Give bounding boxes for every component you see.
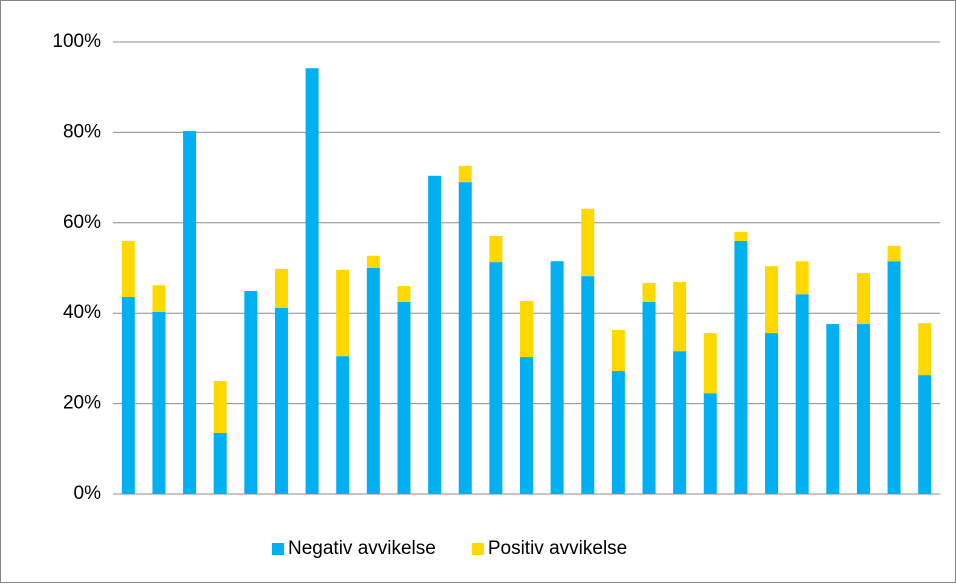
bar-segment xyxy=(366,255,380,268)
y-tick-label: 40% xyxy=(63,302,101,323)
bar-segment xyxy=(611,329,625,372)
bar-segment xyxy=(887,245,901,262)
bar-segment xyxy=(520,300,533,358)
bar-segment xyxy=(274,307,288,494)
bar-segment xyxy=(856,324,870,494)
bar-segment xyxy=(520,357,533,494)
y-tick-label: 80% xyxy=(63,121,101,142)
bar-segment xyxy=(887,261,901,494)
bar-segment xyxy=(642,282,656,302)
bar-segment xyxy=(703,333,717,394)
y-tick-label: 20% xyxy=(63,393,101,414)
bar-segment xyxy=(734,240,748,494)
bar-segment xyxy=(305,68,319,494)
bar-segment xyxy=(489,235,503,263)
bar-segment xyxy=(274,268,288,308)
bar-segment xyxy=(489,262,503,494)
legend-swatch xyxy=(272,543,284,555)
bar-segment xyxy=(458,182,472,494)
bar-segment xyxy=(121,240,135,297)
bar-segment xyxy=(366,268,380,494)
bar-segment xyxy=(703,393,717,494)
bar-segment xyxy=(458,165,472,183)
bar-segment xyxy=(121,296,135,494)
bar-segment xyxy=(611,371,625,494)
bar-segment xyxy=(673,282,687,352)
y-tick-label: 0% xyxy=(74,483,102,504)
bar-segment xyxy=(183,131,197,494)
bar-segment xyxy=(152,285,166,312)
bar-segment xyxy=(152,311,166,494)
bar-segment xyxy=(428,175,442,495)
bar-segment xyxy=(244,291,258,494)
bar-segment xyxy=(213,432,227,494)
bar-segment xyxy=(673,351,687,494)
bar-segment xyxy=(581,276,595,494)
bar-segment xyxy=(765,333,779,494)
bar-segment xyxy=(856,272,870,325)
y-tick-label: 100% xyxy=(52,31,101,52)
y-tick-label: 60% xyxy=(63,212,101,233)
bar-segment xyxy=(765,266,779,334)
bar-segment xyxy=(397,286,411,302)
bar-segment xyxy=(581,208,595,277)
bar-segment xyxy=(795,261,809,295)
bar-segment xyxy=(550,261,564,494)
bar-segment xyxy=(734,231,748,241)
bar-segment xyxy=(336,269,350,357)
legend-label: Positiv avvikelse xyxy=(488,538,627,559)
bar-segment xyxy=(336,356,350,494)
bar-segment xyxy=(397,301,411,494)
legend-swatch xyxy=(471,543,484,555)
legend-label: Negativ avvikelse xyxy=(288,538,436,559)
bar-segment xyxy=(642,301,656,494)
bar-segment xyxy=(826,324,840,494)
bar-segment xyxy=(795,294,809,494)
bar-segment xyxy=(918,375,932,494)
bar-segment xyxy=(213,381,227,433)
bar-segment xyxy=(918,323,932,376)
